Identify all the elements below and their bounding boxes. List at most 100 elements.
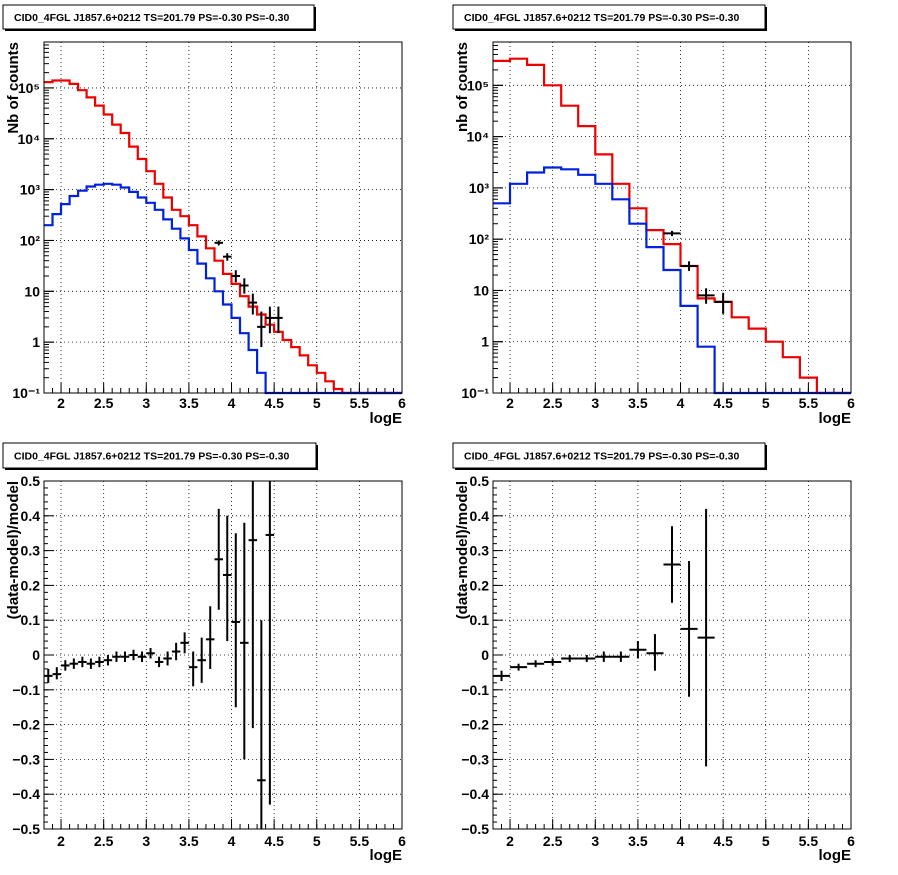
y-tick-label: −0.1: [12, 682, 40, 698]
data-point: [265, 481, 275, 805]
title-box: [2, 442, 317, 469]
data-point: [137, 651, 147, 662]
y-tick-label: 10⁻¹: [12, 385, 40, 401]
x-tick-label: 2: [57, 833, 65, 849]
data-point: [697, 288, 715, 304]
x-tick-label: 3: [591, 833, 599, 849]
y-tick-label: 0.2: [470, 577, 490, 593]
data-point: [171, 642, 181, 661]
x-tick-label: 2: [57, 395, 65, 411]
x-tick-label: 4: [677, 395, 685, 411]
x-tick-label: 3.5: [628, 833, 648, 849]
x-tick-label: 4.5: [264, 395, 284, 411]
title-box: [452, 4, 766, 30]
series-source-line: [44, 182, 402, 395]
x-tick-label: 4: [677, 833, 685, 849]
data-point: [61, 660, 70, 671]
y-axis-label: (data-model)/model: [5, 481, 22, 619]
x-tick-label: 6: [847, 833, 855, 849]
series-total-line: [493, 57, 851, 395]
y-tick-label: 1: [32, 334, 40, 350]
x-tick-label: 5.5: [350, 833, 370, 849]
y-tick-label: 0.3: [21, 543, 41, 559]
data-point: [231, 533, 241, 708]
plot-frame: [492, 480, 852, 830]
x-tick-label: 5: [762, 395, 770, 411]
y-axis-label: (data-model)/model: [454, 481, 471, 619]
x-tick-label: 5: [313, 833, 321, 849]
data-point: [214, 240, 223, 246]
data-point: [248, 293, 258, 315]
data-point: [95, 656, 104, 668]
data-point: [69, 658, 79, 669]
data-point: [663, 230, 681, 237]
y-tick-label: 10³: [20, 182, 41, 198]
data-point: [257, 311, 266, 348]
data-point: [120, 651, 130, 662]
chart-title: CID0_4FGL J1857.6+0212 TS=201.79 PS=-0.3…: [14, 451, 289, 463]
y-tick-label: 0.5: [470, 473, 490, 489]
y-tick-label: 0.4: [21, 508, 41, 524]
x-tick-label: 3.5: [179, 395, 199, 411]
y-tick-label: 0.5: [21, 473, 41, 489]
grid: [493, 42, 851, 393]
x-axis-label: logE: [370, 410, 403, 427]
chart-title: CID0_4FGL J1857.6+0212 TS=201.79 PS=-0.3…: [464, 12, 739, 24]
data-point: [240, 278, 249, 294]
tick-labels: 2 2.5 3 3.5 4 4.5 5 5.5 6 −0.5 −0.4 −0.3 −0.2 −0.1 0 0.…: [461, 473, 855, 849]
x-axis-label: logE: [370, 847, 403, 864]
data-point: [493, 670, 511, 682]
y-tick-label: 10: [473, 282, 489, 298]
data-point: [578, 655, 596, 662]
y-tick-label: 0: [481, 647, 489, 663]
y-tick-label: −0.3: [461, 751, 489, 767]
grid: [44, 42, 402, 393]
y-tick-label: −0.4: [461, 786, 489, 802]
y-tick-label: 0.1: [470, 612, 490, 628]
plot-frame: [43, 480, 403, 830]
chart-panel-1: CID0_4FGL J1857.6+0212 TS=201.79 PS=-0.3…: [2, 4, 406, 427]
x-tick-label: 2.5: [543, 395, 563, 411]
data-point: [257, 620, 266, 829]
data-point: [146, 648, 155, 659]
x-tick-label: 2.5: [94, 395, 114, 411]
y-tick-label: −0.2: [12, 717, 40, 733]
data-point: [527, 660, 545, 668]
y-tick-label: 10⁵: [467, 77, 489, 93]
x-tick-label: 2.5: [543, 833, 563, 849]
minor-ticks: [43, 41, 403, 394]
y-tick-label: −0.4: [12, 786, 40, 802]
y-tick-label: −0.5: [12, 821, 40, 837]
data-point: [86, 658, 96, 669]
y-tick-label: 10⁻¹: [461, 385, 489, 401]
x-tick-label: 4.5: [713, 833, 733, 849]
y-axis-label: nb of counts: [454, 42, 471, 132]
y-tick-label: 10⁴: [18, 131, 41, 147]
data-point: [188, 651, 198, 687]
data-point: [129, 649, 138, 661]
x-tick-label: 3: [142, 395, 150, 411]
x-tick-label: 6: [398, 833, 406, 849]
data-point: [78, 656, 87, 668]
data-point: [663, 526, 681, 603]
data-point: [223, 515, 232, 642]
data-point: [680, 261, 698, 271]
y-tick-label: 0.2: [21, 577, 41, 593]
x-tick-label: 4.5: [713, 395, 733, 411]
data-point: [240, 522, 249, 760]
data-point: [103, 655, 113, 666]
data-point: [163, 651, 172, 666]
x-tick-label: 4.5: [264, 833, 284, 849]
y-tick-label: −0.3: [12, 751, 40, 767]
x-tick-label: 5.5: [799, 833, 819, 849]
y-tick-label: 0.4: [470, 508, 490, 524]
data-point: [223, 253, 232, 261]
x-tick-label: 3: [142, 833, 150, 849]
x-tick-label: 6: [847, 395, 855, 411]
minor-ticks: [492, 41, 852, 394]
x-axis-label: logE: [819, 847, 852, 864]
plot-frame: [43, 41, 403, 394]
y-tick-label: 10: [24, 283, 40, 299]
data-point: [214, 508, 223, 610]
chart-title: CID0_4FGL J1857.6+0212 TS=201.79 PS=-0.3…: [14, 12, 289, 24]
